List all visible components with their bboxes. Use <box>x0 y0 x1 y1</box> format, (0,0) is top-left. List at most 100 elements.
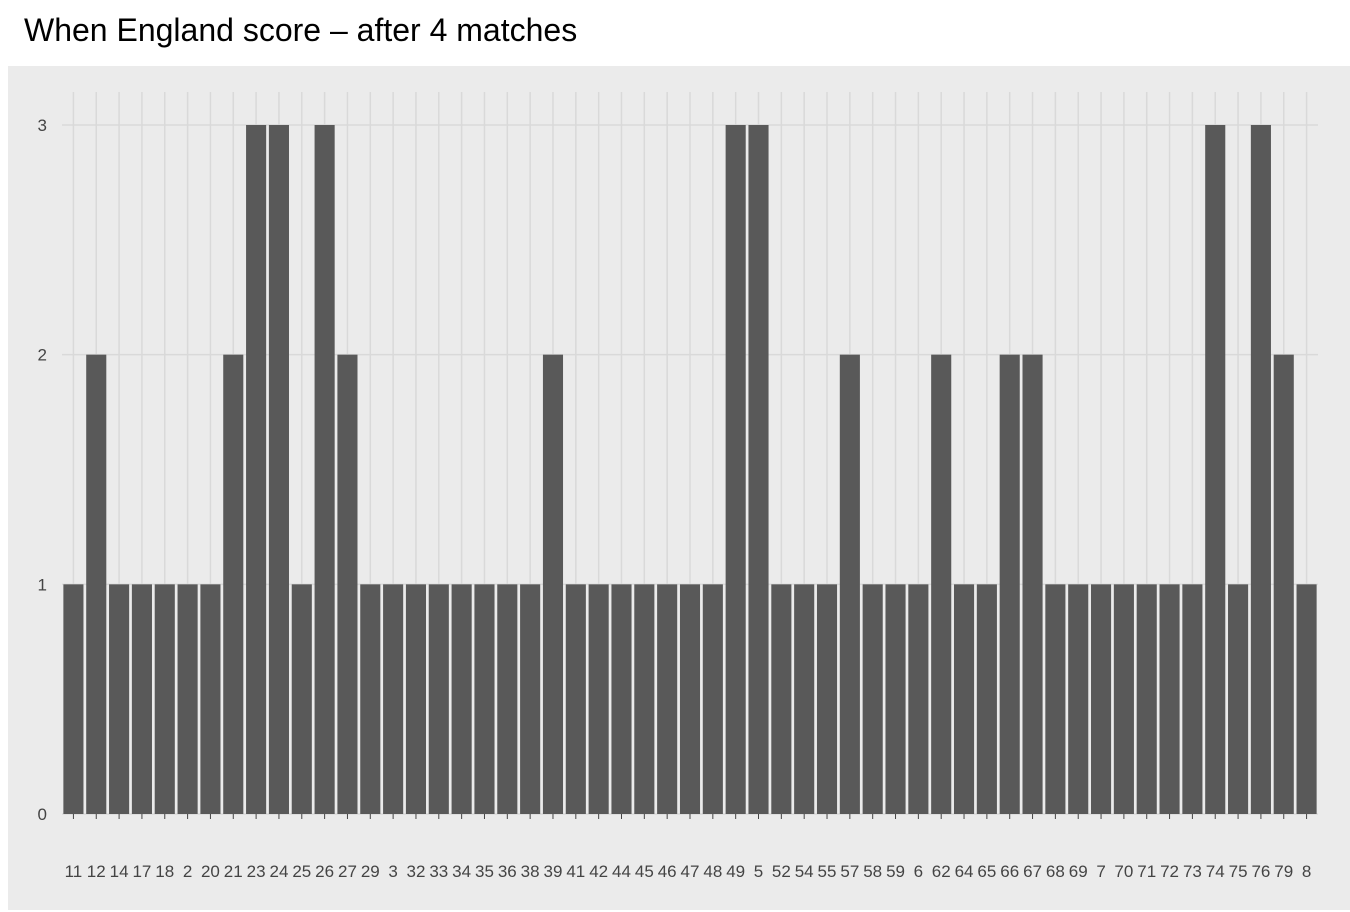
bar <box>931 354 952 814</box>
bar <box>794 584 815 814</box>
bar <box>1113 584 1134 814</box>
x-tick-label: 73 <box>1183 862 1202 881</box>
bar <box>588 584 609 814</box>
x-tick-label: 55 <box>818 862 837 881</box>
x-tick-label: 68 <box>1046 862 1065 881</box>
bar <box>839 354 860 814</box>
bar <box>314 124 335 815</box>
x-tick-label: 39 <box>544 862 563 881</box>
x-tick-label: 41 <box>566 862 585 881</box>
bar <box>657 584 678 814</box>
bar <box>200 584 221 814</box>
x-tick-label: 74 <box>1206 862 1225 881</box>
x-tick-label: 69 <box>1069 862 1088 881</box>
x-tick-label: 6 <box>914 862 923 881</box>
bar <box>1045 584 1066 814</box>
x-tick-label: 45 <box>635 862 654 881</box>
x-tick-label: 54 <box>795 862 814 881</box>
x-tick-label: 32 <box>407 862 426 881</box>
bar <box>1182 584 1203 814</box>
bar <box>154 584 175 814</box>
bar <box>679 584 701 814</box>
x-tick-label: 44 <box>612 862 631 881</box>
bar <box>1159 584 1180 814</box>
x-tick-label: 7 <box>1096 862 1105 881</box>
bar <box>862 584 883 814</box>
bar <box>451 584 472 814</box>
bar <box>223 354 244 814</box>
bar <box>1250 124 1271 815</box>
x-tick-label: 66 <box>1000 862 1019 881</box>
bar <box>771 584 792 814</box>
bar <box>268 124 289 815</box>
bar <box>1136 584 1157 814</box>
bar <box>725 124 746 815</box>
y-tick-label: 1 <box>38 575 47 594</box>
x-tick-label: 14 <box>110 862 129 881</box>
x-tick-label: 52 <box>772 862 791 881</box>
bar <box>131 584 152 814</box>
x-tick-label: 58 <box>863 862 882 881</box>
bar <box>702 584 723 814</box>
x-tick-label: 18 <box>155 862 174 881</box>
x-tick-label: 20 <box>201 862 220 881</box>
bar <box>497 584 518 814</box>
bar <box>542 354 564 814</box>
x-tick-label: 34 <box>452 862 471 881</box>
bar <box>748 124 769 815</box>
bar <box>1273 354 1294 814</box>
x-tick-label: 59 <box>886 862 905 881</box>
bar <box>109 584 130 814</box>
x-tick-label: 67 <box>1023 862 1042 881</box>
x-tick-label: 8 <box>1302 862 1311 881</box>
x-tick-label: 5 <box>754 862 763 881</box>
bar <box>383 584 404 814</box>
bar <box>428 584 449 814</box>
y-tick-label: 0 <box>38 805 47 824</box>
x-tick-label: 35 <box>475 862 494 881</box>
x-tick-label: 64 <box>955 862 974 881</box>
x-tick-label: 76 <box>1251 862 1270 881</box>
bar <box>908 584 929 814</box>
bar <box>1296 584 1317 814</box>
bar <box>246 124 267 815</box>
bar <box>1068 584 1089 814</box>
chart-title: When England score – after 4 matches <box>24 12 578 48</box>
bar <box>634 584 655 814</box>
bar <box>565 584 586 814</box>
x-tick-label: 17 <box>132 862 151 881</box>
bar <box>63 584 84 814</box>
bar <box>1022 354 1043 814</box>
x-tick-label: 26 <box>315 862 334 881</box>
x-tick-label: 36 <box>498 862 517 881</box>
y-tick-label: 3 <box>38 116 47 135</box>
y-tick-label: 2 <box>38 346 47 365</box>
bar <box>1091 584 1112 814</box>
x-tick-label: 70 <box>1114 862 1133 881</box>
bar <box>474 584 495 814</box>
bar <box>611 584 632 814</box>
bar <box>86 354 107 814</box>
x-tick-label: 48 <box>703 862 722 881</box>
x-tick-label: 38 <box>521 862 540 881</box>
bar <box>337 354 358 814</box>
x-tick-label: 24 <box>269 862 288 881</box>
x-tick-label: 23 <box>247 862 266 881</box>
x-tick-label: 65 <box>977 862 996 881</box>
x-tick-label: 2 <box>183 862 192 881</box>
bar <box>291 584 312 814</box>
bar <box>976 584 997 814</box>
x-tick-label: 71 <box>1137 862 1156 881</box>
x-tick-label: 12 <box>87 862 106 881</box>
bar <box>999 354 1020 814</box>
bar <box>360 584 381 814</box>
x-tick-label: 75 <box>1229 862 1248 881</box>
bar <box>885 584 906 814</box>
x-tick-label: 47 <box>681 862 700 881</box>
x-tick-label: 79 <box>1274 862 1293 881</box>
x-tick-label: 11 <box>65 862 83 881</box>
bar <box>520 584 541 814</box>
bar <box>405 584 427 814</box>
x-tick-label: 62 <box>932 862 951 881</box>
x-tick-label: 25 <box>292 862 311 881</box>
